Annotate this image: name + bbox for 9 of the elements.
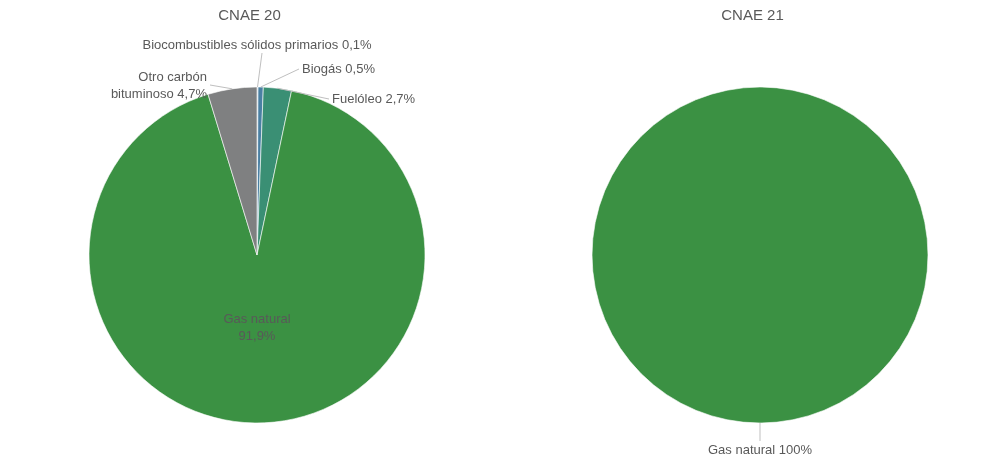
slice-label: Gas natural 100% xyxy=(707,442,813,457)
slice-label: Biocombustibles sólidos primarios 0,1% xyxy=(142,37,372,52)
chart-title: CNAE 21 xyxy=(721,6,784,23)
chart-title: CNAE 20 xyxy=(218,6,281,23)
slice-label: Biogás 0,5% xyxy=(302,61,376,76)
slice-label: Fuelóleo 2,7% xyxy=(332,91,416,106)
slice-label: Otro carbón bituminoso 4,7% xyxy=(110,69,208,101)
data-label: 91,9% xyxy=(238,328,276,343)
slice-label: Gas natural xyxy=(223,311,291,326)
